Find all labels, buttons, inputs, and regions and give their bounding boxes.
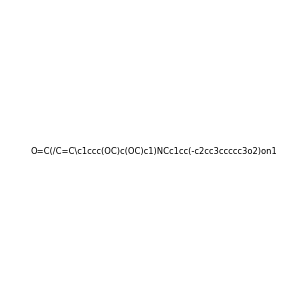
Text: O=C(/C=C\c1ccc(OC)c(OC)c1)NCc1cc(-c2cc3ccccc3o2)on1: O=C(/C=C\c1ccc(OC)c(OC)c1)NCc1cc(-c2cc3c… — [30, 147, 277, 156]
